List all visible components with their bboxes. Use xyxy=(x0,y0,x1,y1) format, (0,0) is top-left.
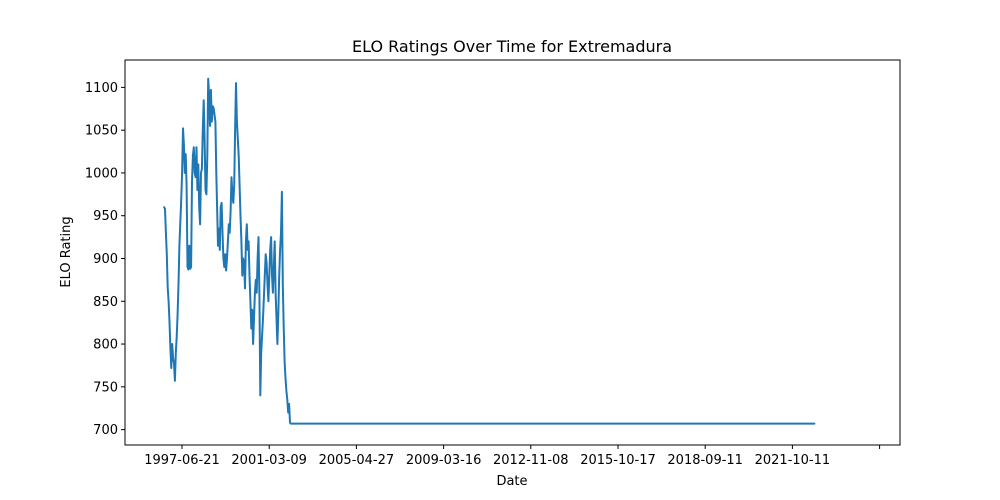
y-tick-label: 1100 xyxy=(85,81,118,96)
x-axis-title: Date xyxy=(496,474,527,489)
y-tick-label: 950 xyxy=(93,209,118,224)
series-layer xyxy=(163,77,816,425)
plot-frame xyxy=(124,59,901,446)
x-tick-label: 2021-10-11 xyxy=(755,453,831,468)
chart-title: ELO Ratings Over Time for Extremadura xyxy=(352,37,672,56)
x-tick-label: 2005-04-27 xyxy=(319,453,395,468)
y-tick-label: 750 xyxy=(93,380,118,395)
x-tick-label: 2015-10-17 xyxy=(580,453,656,468)
x-axis: 1997-06-21 2001-03-09 2005-04-27 2009-03-16… xyxy=(144,445,881,468)
x-tick-label: 2018-09-11 xyxy=(667,453,743,468)
x-tick-label: 1997-06-21 xyxy=(144,453,220,468)
x-tick-label: 2001-03-09 xyxy=(231,453,307,468)
y-axis: 700 750 800 850 900 950 1000 1050 1100 xyxy=(85,81,125,438)
y-tick-label: 700 xyxy=(93,423,118,438)
y-tick-label: 850 xyxy=(93,295,118,310)
y-tick-label: 800 xyxy=(93,338,118,353)
x-tick-label: 2012-11-08 xyxy=(493,453,569,468)
y-tick-label: 1000 xyxy=(85,166,118,181)
y-tick-label: 1050 xyxy=(85,124,118,139)
x-tick-label: 2009-03-16 xyxy=(406,453,482,468)
y-axis-title: ELO Rating xyxy=(59,216,74,287)
series-line-0 xyxy=(163,77,816,425)
y-tick-label: 900 xyxy=(93,252,118,267)
